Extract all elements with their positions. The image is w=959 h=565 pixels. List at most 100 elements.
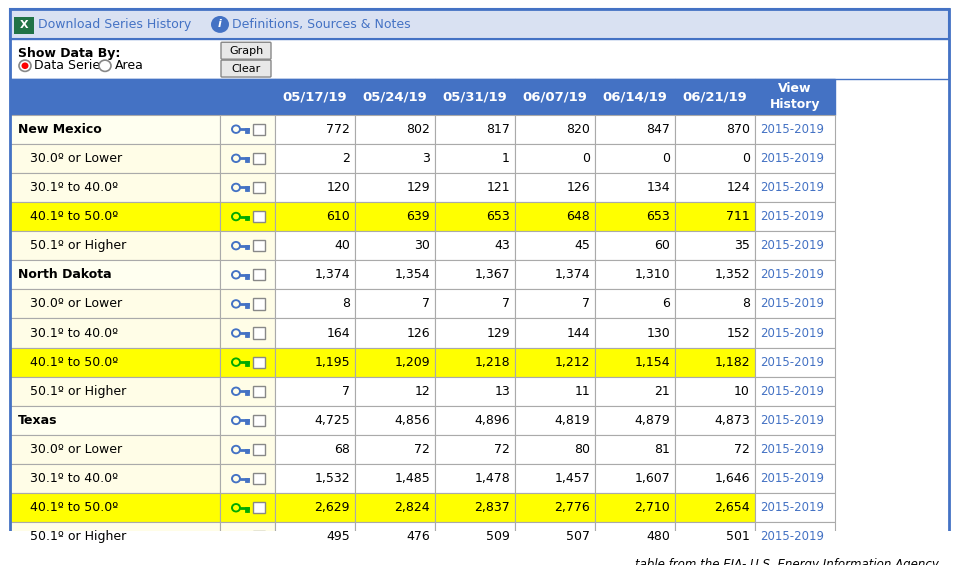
Bar [755, 347, 835, 377]
Text: 2015-2019: 2015-2019 [760, 210, 824, 223]
Bar [435, 464, 515, 493]
Text: 1,218: 1,218 [475, 355, 510, 368]
Bar [275, 522, 355, 551]
Text: 21: 21 [654, 385, 670, 398]
Text: 40.1º to 50.0º: 40.1º to 50.0º [18, 355, 118, 368]
Bar [515, 289, 595, 319]
Bar [755, 377, 835, 406]
Bar [595, 319, 675, 347]
Bar [10, 40, 949, 79]
Text: 10: 10 [735, 385, 750, 398]
Text: 40.1º to 50.0º: 40.1º to 50.0º [18, 210, 118, 223]
Text: 476: 476 [407, 531, 430, 544]
Circle shape [231, 532, 241, 542]
Bar [595, 522, 675, 551]
Bar [220, 231, 275, 260]
Text: Texas: Texas [18, 414, 58, 427]
Text: Graph: Graph [229, 46, 263, 56]
Text: 1,182: 1,182 [714, 355, 750, 368]
Circle shape [233, 505, 239, 511]
Bar [220, 115, 275, 144]
Circle shape [231, 416, 241, 425]
Circle shape [233, 155, 239, 161]
Bar [10, 377, 220, 406]
Bar [755, 144, 835, 173]
Bar [253, 386, 265, 397]
Bar [435, 377, 515, 406]
Bar [220, 202, 275, 231]
Text: 124: 124 [726, 181, 750, 194]
Bar [355, 79, 435, 115]
Bar [10, 260, 220, 289]
Bar [515, 144, 595, 173]
Text: Data Series: Data Series [34, 59, 106, 72]
Text: 129: 129 [407, 181, 430, 194]
Bar [515, 406, 595, 435]
Circle shape [233, 534, 239, 540]
FancyBboxPatch shape [221, 42, 271, 59]
Bar [220, 144, 275, 173]
Text: 1,367: 1,367 [475, 268, 510, 281]
Bar [10, 551, 949, 565]
Text: 1,478: 1,478 [475, 472, 510, 485]
Bar [515, 377, 595, 406]
Circle shape [231, 358, 241, 367]
Bar [275, 173, 355, 202]
Text: 1,195: 1,195 [315, 355, 350, 368]
Bar [220, 406, 275, 435]
Bar [275, 289, 355, 319]
Text: North Dakota: North Dakota [18, 268, 111, 281]
Bar [275, 260, 355, 289]
Text: 05/17/19: 05/17/19 [283, 90, 347, 103]
Text: 30.1º to 40.0º: 30.1º to 40.0º [18, 181, 118, 194]
Bar [675, 115, 755, 144]
Text: 2015-2019: 2015-2019 [760, 268, 824, 281]
Bar [253, 124, 265, 135]
Bar [253, 153, 265, 164]
Bar [755, 260, 835, 289]
Circle shape [99, 60, 111, 71]
Bar [10, 435, 220, 464]
Circle shape [233, 185, 239, 190]
Text: 30.0º or Lower: 30.0º or Lower [18, 152, 122, 165]
Text: 2015-2019: 2015-2019 [760, 414, 824, 427]
Text: 2015-2019: 2015-2019 [760, 239, 824, 252]
Bar [435, 79, 515, 115]
Circle shape [233, 359, 239, 365]
Bar [435, 173, 515, 202]
Bar [435, 202, 515, 231]
Bar [253, 473, 265, 484]
Circle shape [231, 299, 241, 308]
Bar [355, 435, 435, 464]
Bar [435, 319, 515, 347]
Bar [675, 522, 755, 551]
Bar [275, 464, 355, 493]
Bar [595, 231, 675, 260]
Bar [595, 260, 675, 289]
Bar [435, 493, 515, 522]
Bar [10, 202, 220, 231]
Text: 501: 501 [726, 531, 750, 544]
Text: 50.1º or Higher: 50.1º or Higher [18, 239, 127, 252]
Text: 06/14/19: 06/14/19 [602, 90, 667, 103]
Text: 4,879: 4,879 [634, 414, 670, 427]
Bar [220, 173, 275, 202]
Bar [253, 327, 265, 338]
Text: 480: 480 [646, 531, 670, 544]
Circle shape [231, 386, 241, 396]
Circle shape [233, 389, 239, 394]
Text: 648: 648 [566, 210, 590, 223]
Bar [675, 435, 755, 464]
Bar [253, 357, 265, 368]
Text: 7: 7 [342, 385, 350, 398]
Bar [10, 347, 220, 377]
Text: 129: 129 [486, 327, 510, 340]
Circle shape [233, 214, 239, 219]
Bar [515, 522, 595, 551]
Bar [10, 10, 949, 40]
Text: 1,212: 1,212 [554, 355, 590, 368]
Circle shape [233, 272, 239, 277]
Text: 711: 711 [726, 210, 750, 223]
Bar [10, 522, 220, 551]
Text: 1,485: 1,485 [394, 472, 430, 485]
